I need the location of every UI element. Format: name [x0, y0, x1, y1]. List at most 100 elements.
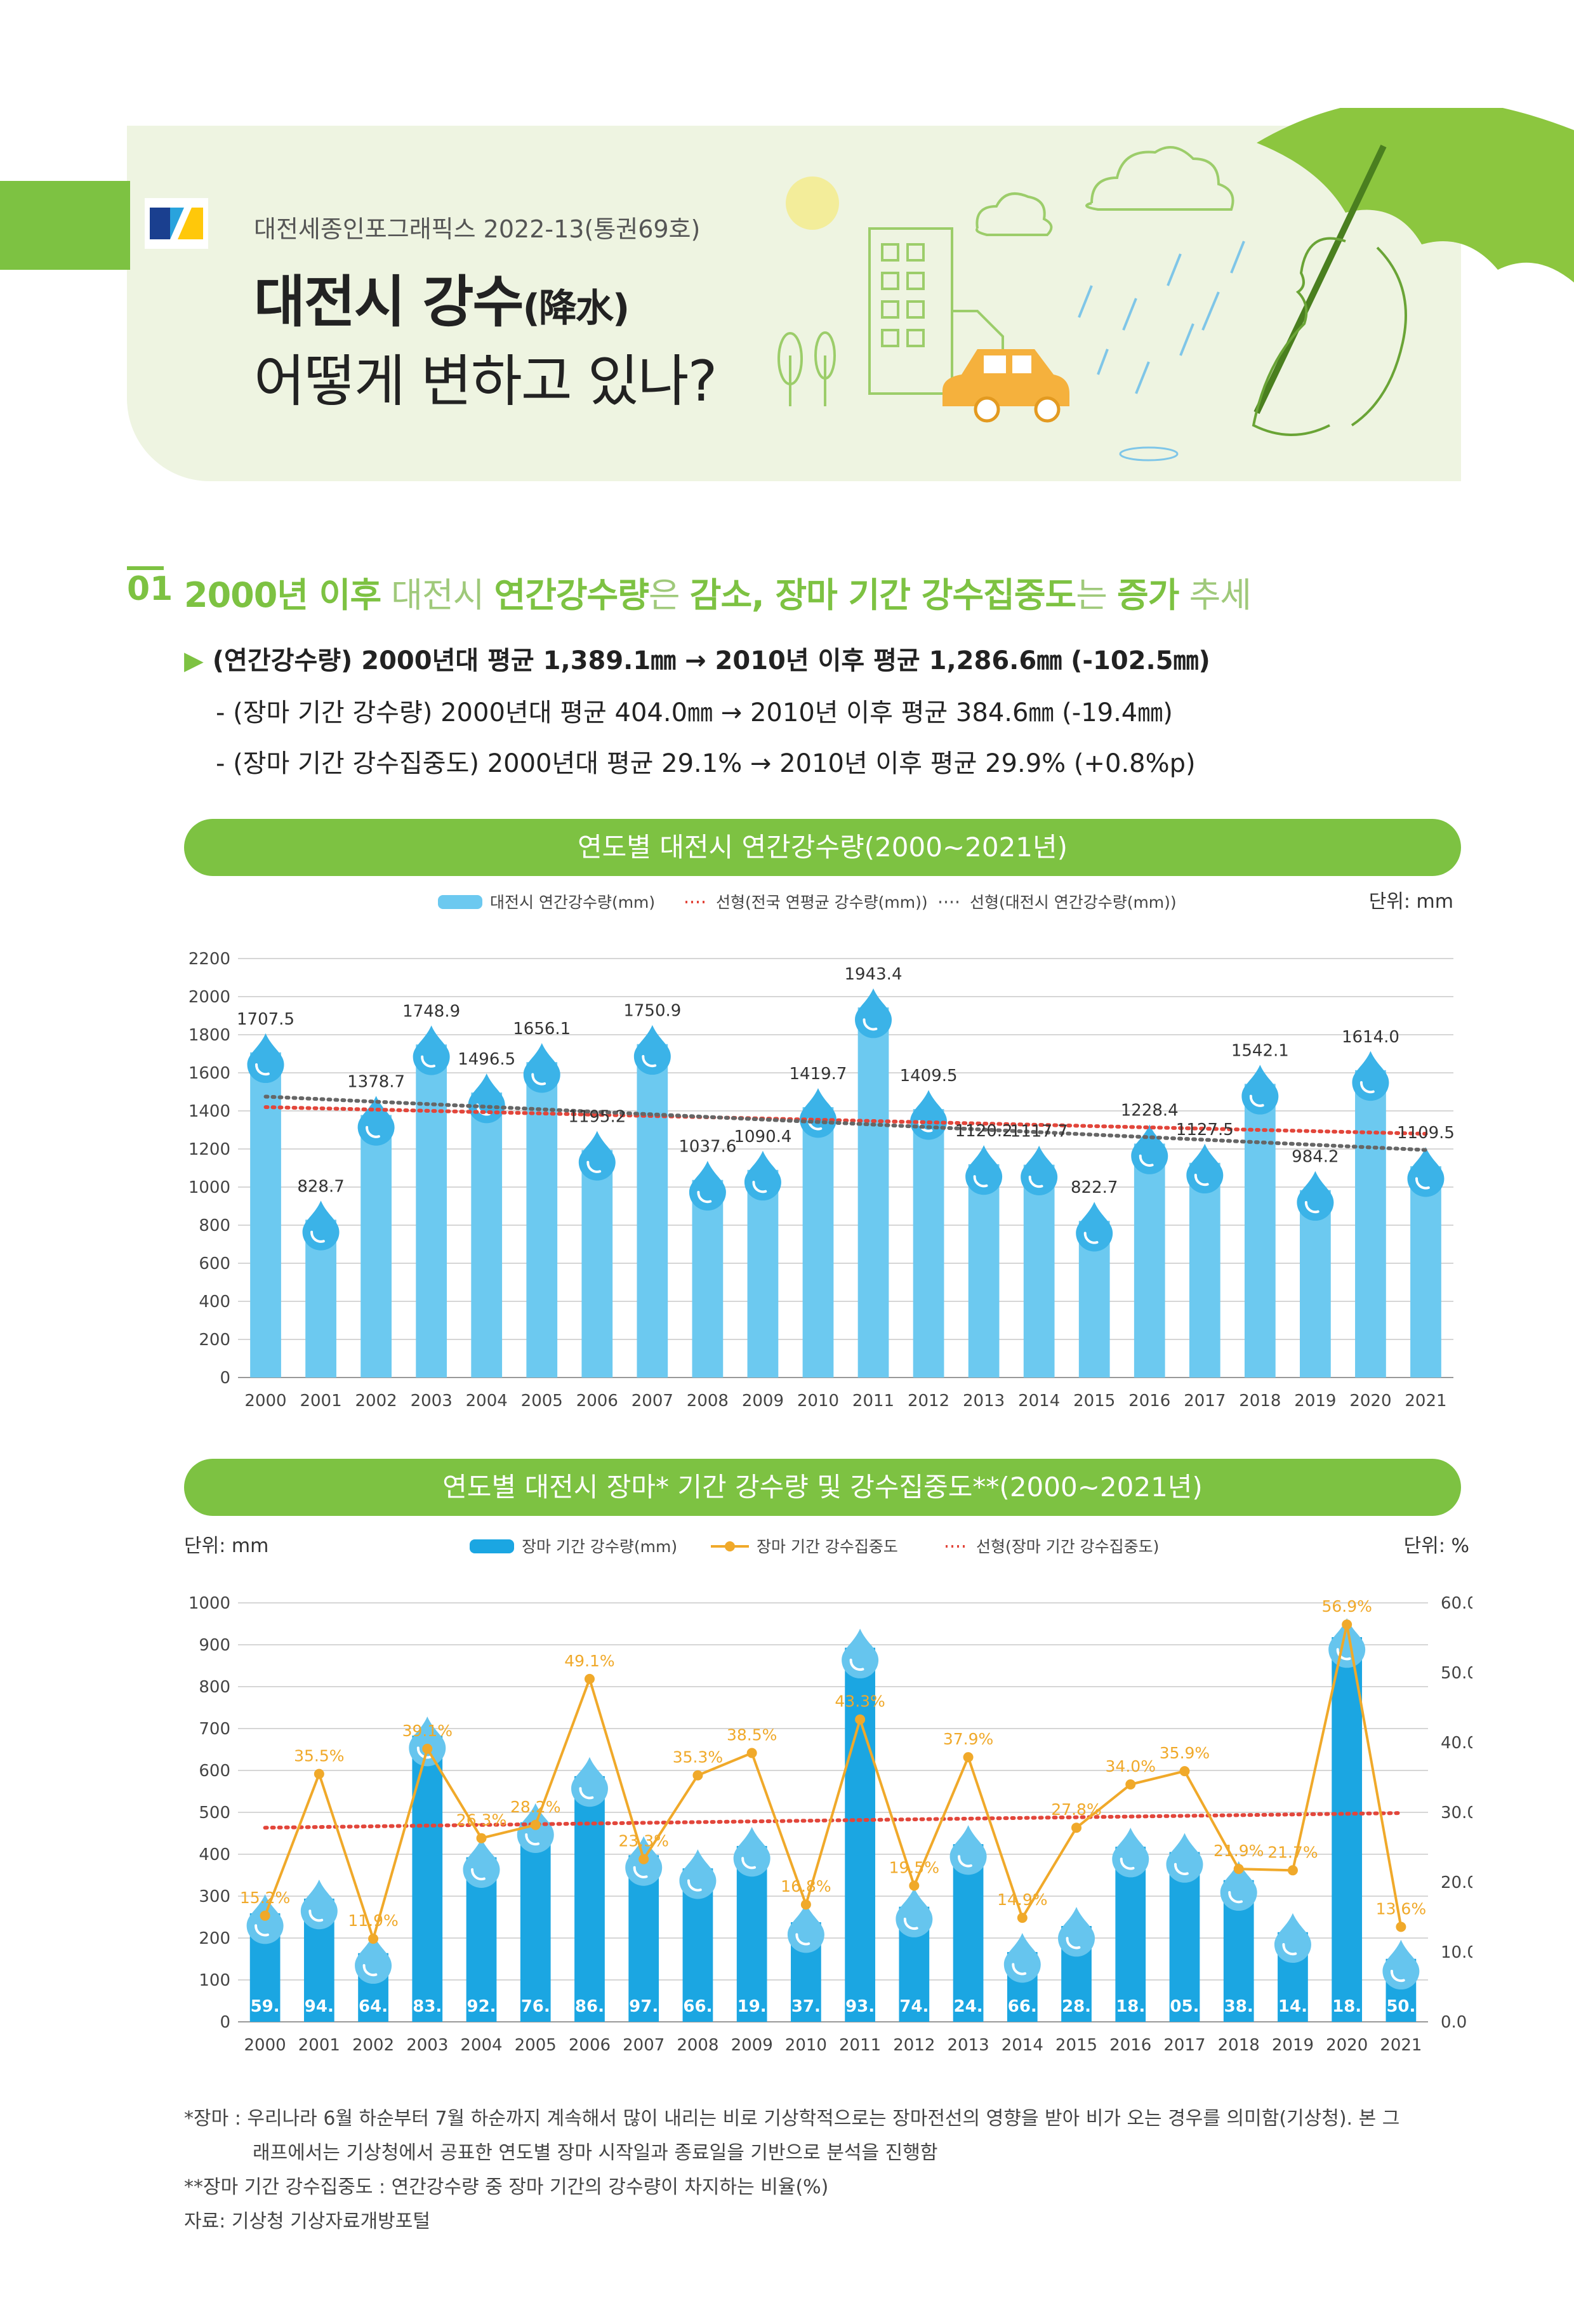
y-tick-label: 1600	[188, 1064, 230, 1083]
y-tick-label-left: 0	[220, 2013, 230, 2032]
bar-raindrop	[302, 1200, 340, 1251]
raindrop-icon	[409, 1716, 446, 1767]
concentration-label: 38.5%	[727, 1726, 777, 1744]
raindrop-icon	[355, 1934, 392, 1984]
raindrop-icon	[1058, 1906, 1095, 1957]
y-tick-label: 0	[220, 1369, 230, 1388]
data-label: 1378.7	[347, 1072, 405, 1091]
raindrop-highlight	[1249, 1094, 1264, 1107]
raindrop-icon	[744, 1150, 781, 1201]
raindrop-icon	[1131, 1124, 1168, 1174]
raindrop-icon	[949, 1825, 987, 1875]
footnote-monsoon-cont: 래프에서는 기상청에서 공표한 연도별 장마 시작일과 종료일을 기반으로 분석…	[253, 2142, 938, 2164]
chart2-unit-left: 단위: mm	[184, 1535, 268, 1557]
bar-raindrop	[799, 1088, 837, 1138]
concentration-point	[1342, 1619, 1352, 1630]
bar-raindrop	[1058, 1906, 1095, 1957]
x-tick-label: 2010	[785, 2036, 827, 2054]
bar-raindrop	[247, 1033, 284, 1084]
raindrop-icon	[578, 1131, 616, 1181]
raindrop-icon	[302, 1200, 340, 1251]
raindrop-icon	[1186, 1143, 1224, 1194]
raindrop-highlight	[918, 1120, 933, 1132]
legend-label: 선형(전국 연평균 강수량(mm))	[716, 893, 928, 912]
y-tick-label: 1200	[188, 1140, 230, 1159]
concentration-point	[1287, 1865, 1298, 1876]
bar-raindrop	[896, 1887, 933, 1937]
legend-swatch-bar	[470, 1539, 514, 1553]
y-tick-label-right: 20.0	[1441, 1873, 1472, 1892]
bar-raindrop	[733, 1826, 770, 1877]
raindrop-icon	[896, 1887, 933, 1937]
raindrop-icon	[855, 988, 892, 1039]
raindrop-highlight	[687, 1879, 702, 1892]
x-tick-label: 2008	[677, 2036, 718, 2054]
headline-part: 은	[648, 575, 690, 615]
x-tick-label: 2015	[1073, 1391, 1115, 1411]
raindrop-highlight	[1415, 1177, 1430, 1190]
umbrella-icon	[1253, 108, 1574, 415]
concentration-label: 35.5%	[294, 1747, 344, 1765]
bar-raindrop	[1352, 1051, 1389, 1101]
data-label: 405.3	[1158, 1997, 1210, 2016]
bar	[913, 1109, 944, 1378]
x-tick-label: 2006	[576, 1391, 618, 1411]
x-tick-label: 2017	[1184, 1391, 1226, 1411]
data-label: 294.1	[293, 1997, 345, 2016]
raindrop-icon	[523, 1043, 560, 1093]
raindrop-highlight	[1028, 1175, 1043, 1188]
raindrop-highlight	[579, 1787, 594, 1800]
concentration-point	[314, 1769, 324, 1779]
bullet-annual-text: (연간강수량) 2000년대 평균 1,389.1㎜ → 2010년 이후 평균…	[212, 646, 1210, 675]
concentration-label: 21.7%	[1267, 1843, 1318, 1861]
raindrop-icon	[357, 1096, 395, 1146]
concentration-point	[963, 1752, 974, 1763]
x-tick-label: 2018	[1218, 2036, 1260, 2054]
raindrop-highlight	[1139, 1154, 1154, 1167]
bar-raindrop	[842, 1628, 879, 1678]
concentration-label: 34.0%	[1106, 1757, 1156, 1776]
x-tick-label: 2003	[406, 2036, 448, 2054]
chart2-legend: 장마 기간 강수량(mm) 장마 기간 강수집중도 선형(장마 기간 강수집중도)	[470, 1537, 1159, 1556]
logo-icon	[145, 198, 208, 249]
bar-raindrop	[679, 1849, 717, 1899]
data-label: 418.0	[1104, 1997, 1156, 2016]
bar-raindrop	[1382, 1939, 1420, 1990]
headline-part: 는	[1076, 575, 1118, 615]
chart2-title: 연도별 대전시 장마* 기간 강수량 및 강수집중도**(2000~2021년)	[184, 1459, 1461, 1516]
x-tick-label: 2012	[908, 1391, 949, 1411]
raindrop-highlight	[849, 1658, 864, 1671]
legend-label: 선형(장마 기간 강수집중도)	[976, 1537, 1159, 1556]
bar	[574, 1776, 605, 2022]
bar-raindrop	[1328, 1617, 1366, 1668]
data-label: 392.9	[455, 1997, 507, 2016]
raindrop-icon	[1297, 1171, 1334, 1221]
x-tick-label: 2001	[298, 2036, 340, 2054]
data-label: 1195.2	[568, 1107, 626, 1126]
concentration-label: 16.8%	[781, 1877, 831, 1896]
concentration-point	[800, 1899, 811, 1910]
legend-label: 대전시 연간강수량(mm)	[490, 893, 655, 912]
page-title-line2: 어떻게 변하고 있나?	[254, 349, 717, 414]
data-label: 366.4	[671, 1997, 724, 2016]
concentration-line	[263, 1624, 1403, 1943]
concentration-label: 28.2%	[510, 1798, 560, 1816]
concentration-label: 23.3%	[618, 1832, 668, 1850]
bar-raindrop	[468, 1073, 505, 1124]
chart1-title: 연도별 대전시 연간강수량(2000~2021년)	[184, 819, 1461, 876]
chart1-legend: 대전시 연간강수량(mm) 선형(전국 연평균 강수량(mm)) 선형(대전시 연간…	[438, 893, 1177, 912]
bar-raindrop	[787, 1903, 824, 1953]
bar	[1023, 1164, 1055, 1378]
header-accent-tab	[0, 181, 130, 270]
x-tick-label: 2011	[852, 1391, 894, 1411]
data-label: 397.8	[618, 1997, 670, 2016]
trend-line-concentration	[263, 1811, 1403, 1830]
bar	[1244, 1084, 1276, 1378]
raindrop-icon	[842, 1628, 879, 1678]
concentration-label: 35.3%	[673, 1748, 723, 1767]
car-icon	[942, 349, 1069, 423]
raindrop-icon	[463, 1838, 500, 1888]
bar	[1410, 1166, 1441, 1378]
raindrop-highlight	[1083, 1232, 1099, 1244]
x-tick-label: 2006	[569, 2036, 611, 2054]
